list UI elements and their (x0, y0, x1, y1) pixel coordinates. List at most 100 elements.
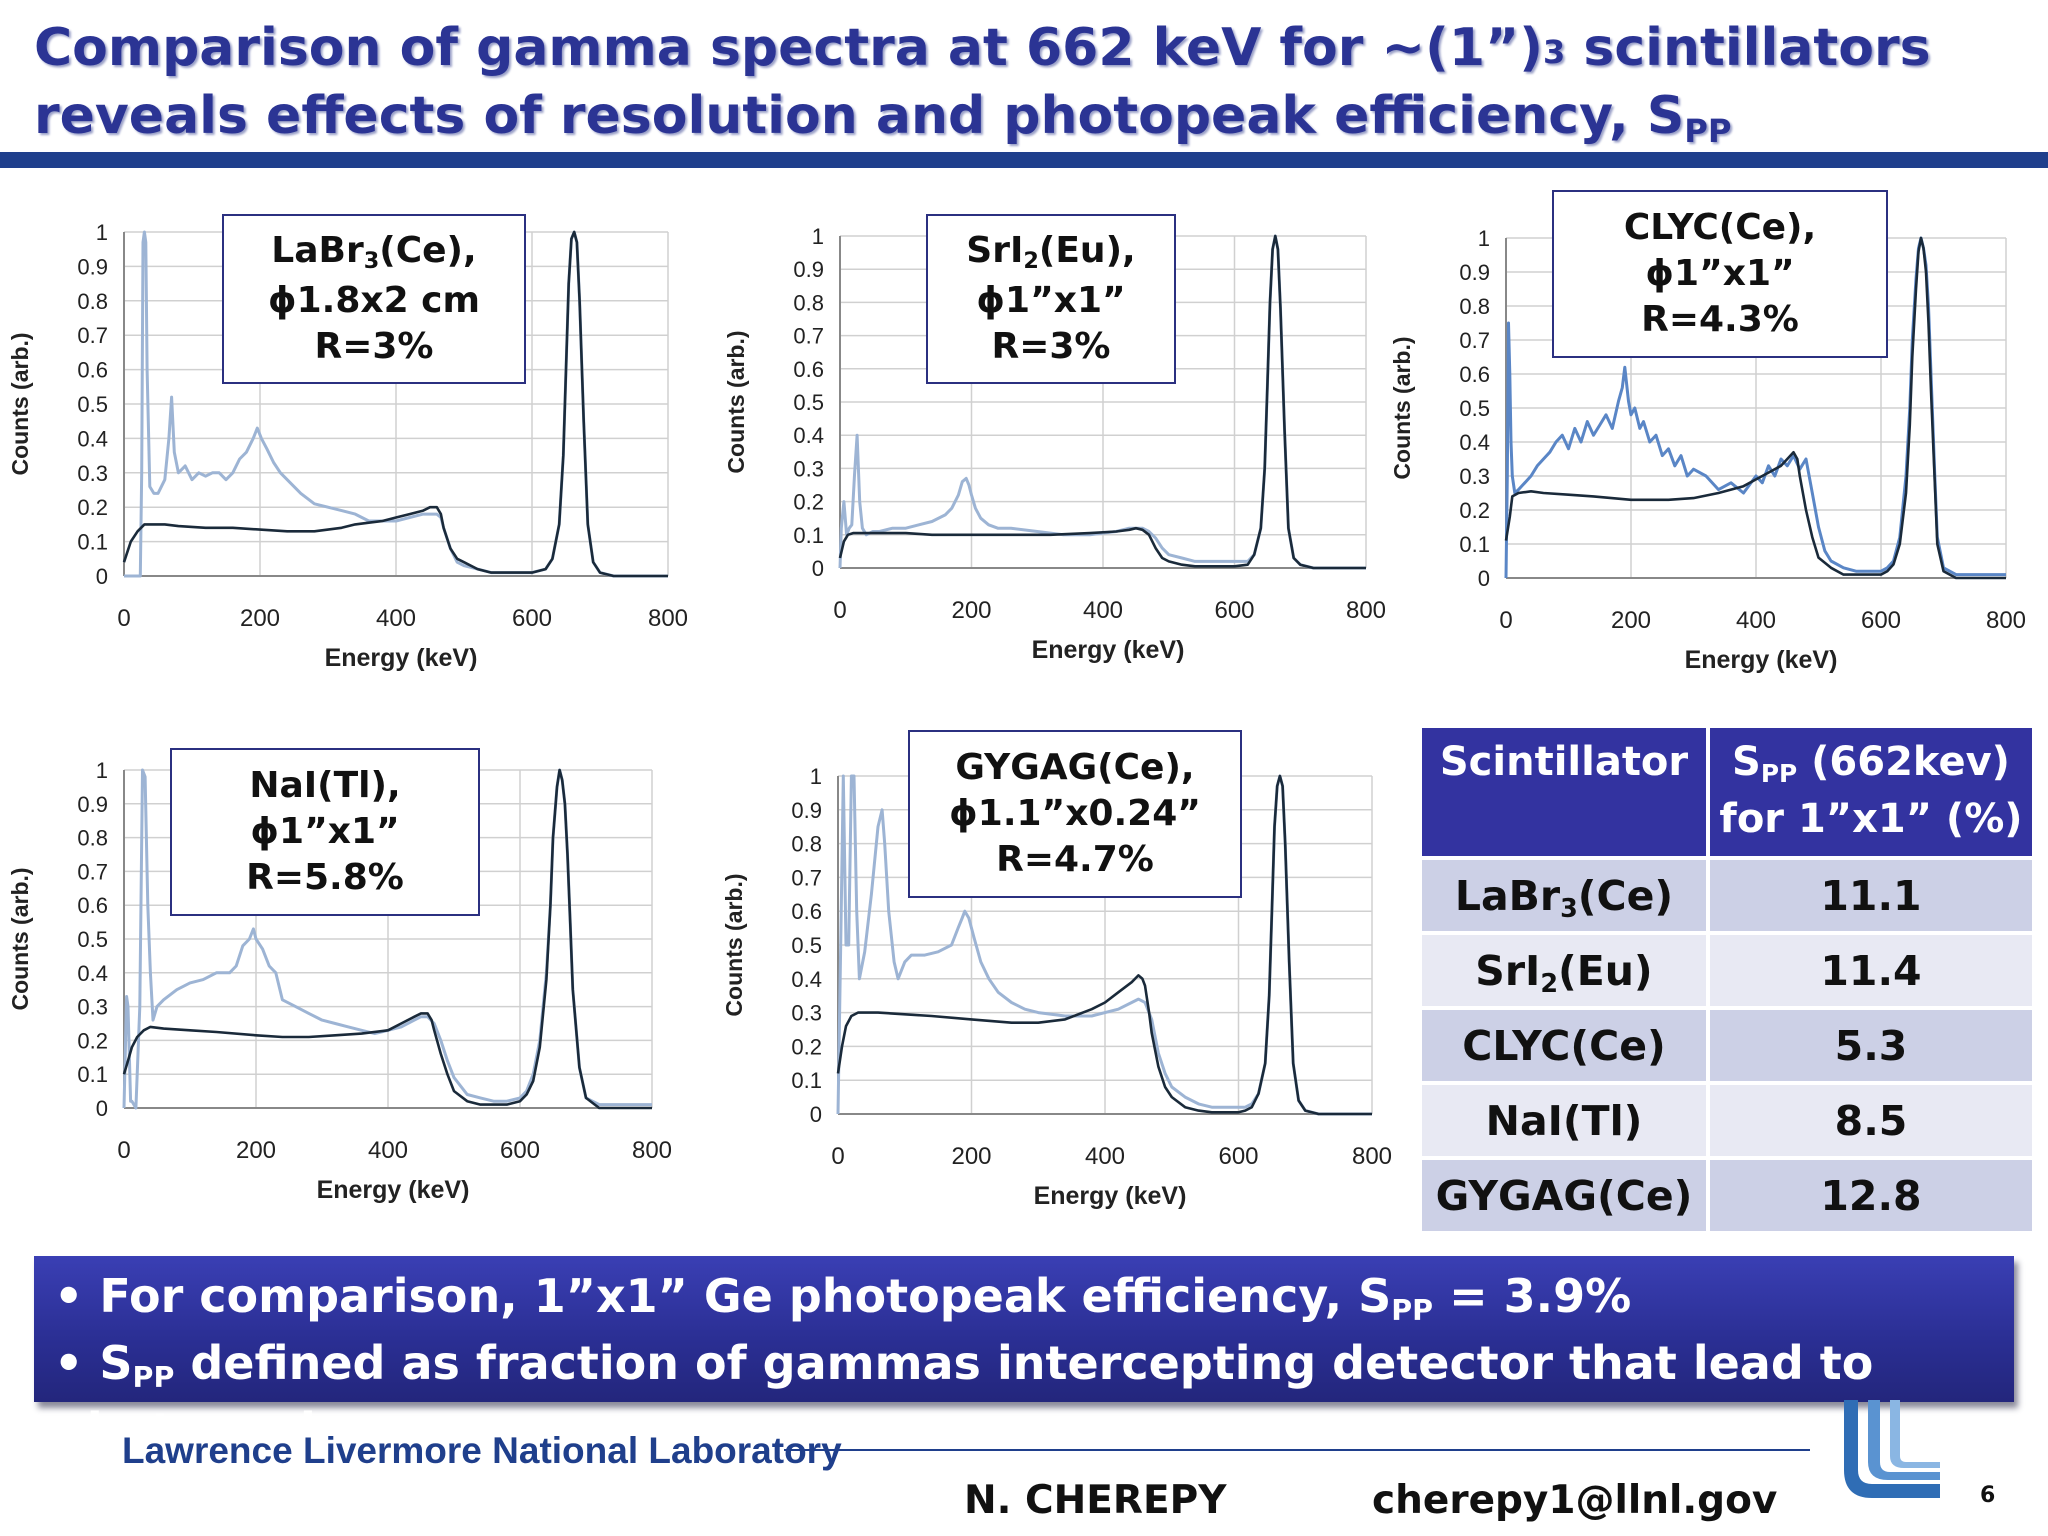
y-tick-label: 0.5 (793, 390, 824, 415)
author-name: N. CHEREPY (964, 1478, 1227, 1523)
y-tick-label: 0.5 (791, 933, 822, 958)
y-tick-label: 1 (1478, 226, 1490, 251)
x-tick-label: 400 (368, 1137, 408, 1164)
y-tick-label: 0.7 (1459, 328, 1490, 353)
bullet-ge-comparison: • For comparison, 1”x1” Ge photopeak eff… (54, 1269, 1632, 1327)
x-tick-label: 800 (648, 605, 688, 632)
x-axis-title: Energy (keV) (325, 644, 478, 672)
y-axis-title: Counts (arb.) (7, 867, 33, 1010)
row-name: LaBr3(Ce) (1422, 860, 1706, 931)
summary-banner: • For comparison, 1”x1” Ge photopeak eff… (34, 1256, 2014, 1457)
y-tick-label: 0.8 (793, 290, 824, 315)
y-tick-label: 0.3 (77, 461, 108, 486)
y-tick-label: 0.2 (793, 490, 824, 515)
y-tick-label: 0.4 (77, 426, 108, 451)
y-tick-label: 0.4 (1459, 430, 1490, 455)
y-tick-label: 0.4 (791, 967, 822, 992)
x-tick-label: 600 (1214, 597, 1254, 624)
footer-divider (784, 1449, 1810, 1451)
table-row: NaI(Tl) 8.5 (1422, 1085, 2032, 1156)
header-spp: SPP (662kev) for 1”x1” (%) (1710, 728, 2032, 856)
y-tick-label: 0.3 (1459, 464, 1490, 489)
header-scintillator: Scintillator (1422, 728, 1706, 856)
y-tick-label: 0.3 (791, 1001, 822, 1026)
simulated-spectrum-line (838, 234, 1366, 570)
title-line-2: reveals effects of resolution and photop… (34, 86, 1732, 151)
y-tick-label: 0.1 (1459, 532, 1490, 557)
label-nai: NaI(Tl), ϕ1”x1” R=5.8% (170, 748, 480, 916)
x-tick-label: 400 (376, 605, 416, 632)
y-tick-label: 0.6 (791, 899, 822, 924)
y-tick-label: 0.5 (1459, 396, 1490, 421)
x-tick-label: 800 (1352, 1143, 1392, 1170)
y-tick-label: 0.8 (77, 826, 108, 851)
y-tick-label: 0.4 (793, 423, 824, 448)
slide-title: Comparison of gamma spectra at 662 keV f… (34, 14, 1994, 156)
y-tick-label: 0.6 (77, 893, 108, 918)
y-tick-label: 0.7 (77, 859, 108, 884)
spectra-charts: 0 0.1 0.2 0.3 0.4 0.5 0.6 0.7 0.8 0.9 1 0 200 400 600 8… (7, 220, 2026, 1210)
spp-table: Scintillator SPP (662kev) for 1”x1” (%) … (1418, 724, 2036, 1235)
y-tick-label: 0.2 (77, 1028, 108, 1053)
table-row: LaBr3(Ce) 11.1 (1422, 860, 2032, 931)
row-name: CLYC(Ce) (1422, 1010, 1706, 1081)
y-tick-label: 0.4 (77, 961, 108, 986)
x-tick-label: 0 (833, 597, 846, 624)
row-name: GYGAG(Ce) (1422, 1160, 1706, 1231)
x-tick-label: 200 (951, 597, 991, 624)
y-tick-label: 0.1 (793, 523, 824, 548)
row-value: 8.5 (1710, 1085, 2032, 1156)
x-tick-label: 0 (117, 1137, 130, 1164)
row-value: 12.8 (1710, 1160, 2032, 1231)
x-tick-label: 200 (1611, 607, 1651, 634)
x-axis-title: Energy (keV) (1685, 646, 1838, 674)
y-tick-label: 0.1 (77, 1062, 108, 1087)
y-tick-label: 0.2 (77, 495, 108, 520)
x-tick-label: 800 (1986, 607, 2026, 634)
y-axis-title: Counts (arb.) (723, 330, 749, 473)
y-tick-label: 0 (810, 1102, 822, 1127)
label-gygag: GYGAG(Ce), ϕ1.1”x0.24” R=4.7% (908, 730, 1242, 898)
y-tick-label: 0.9 (1459, 260, 1490, 285)
label-sri2: SrI2(Eu), ϕ1”x1” R=3% (926, 214, 1176, 384)
title-line-1: Comparison of gamma spectra at 662 keV f… (34, 18, 1931, 78)
y-tick-label: 0.6 (793, 357, 824, 382)
y-axis-title: Counts (arb.) (721, 873, 747, 1016)
y-tick-label: 0.1 (791, 1068, 822, 1093)
row-name: SrI2(Eu) (1422, 935, 1706, 1006)
y-tick-label: 0.3 (793, 456, 824, 481)
y-axis-title: Counts (arb.) (1389, 336, 1415, 479)
y-tick-label: 0 (812, 556, 824, 581)
simulated-spectrum-line (122, 230, 668, 578)
x-axis-title: Energy (keV) (1034, 1182, 1187, 1210)
x-tick-label: 400 (1736, 607, 1776, 634)
label-labr3: LaBr3(Ce), ϕ1.8x2 cm R=3% (222, 214, 526, 384)
table-row: CLYC(Ce) 5.3 (1422, 1010, 2032, 1081)
x-tick-label: 200 (240, 605, 280, 632)
x-tick-label: 800 (1346, 597, 1386, 624)
x-tick-label: 0 (117, 605, 130, 632)
x-tick-label: 400 (1085, 1143, 1125, 1170)
y-tick-label: 1 (96, 758, 108, 783)
y-tick-label: 0.2 (791, 1034, 822, 1059)
row-value: 11.1 (1710, 860, 2032, 931)
y-tick-label: 0.9 (77, 254, 108, 279)
simulated-spectrum-line (122, 768, 652, 1110)
y-axis-title: Counts (arb.) (7, 332, 33, 475)
row-value: 5.3 (1710, 1010, 2032, 1081)
y-tick-label: 0.6 (77, 358, 108, 383)
y-tick-label: 0.3 (77, 995, 108, 1020)
author-email: cherepy1@llnl.gov (1372, 1478, 1778, 1523)
x-tick-label: 0 (831, 1143, 844, 1170)
llnl-logo-icon (1844, 1400, 1940, 1498)
y-tick-label: 0.9 (77, 792, 108, 817)
y-tick-label: 0 (96, 564, 108, 589)
x-tick-label: 600 (500, 1137, 540, 1164)
x-tick-label: 800 (632, 1137, 672, 1164)
y-tick-label: 0.8 (77, 289, 108, 314)
y-tick-label: 0.8 (1459, 294, 1490, 319)
title-rule (0, 152, 2048, 168)
x-tick-label: 200 (236, 1137, 276, 1164)
x-tick-label: 400 (1083, 597, 1123, 624)
y-tick-label: 0 (96, 1096, 108, 1121)
